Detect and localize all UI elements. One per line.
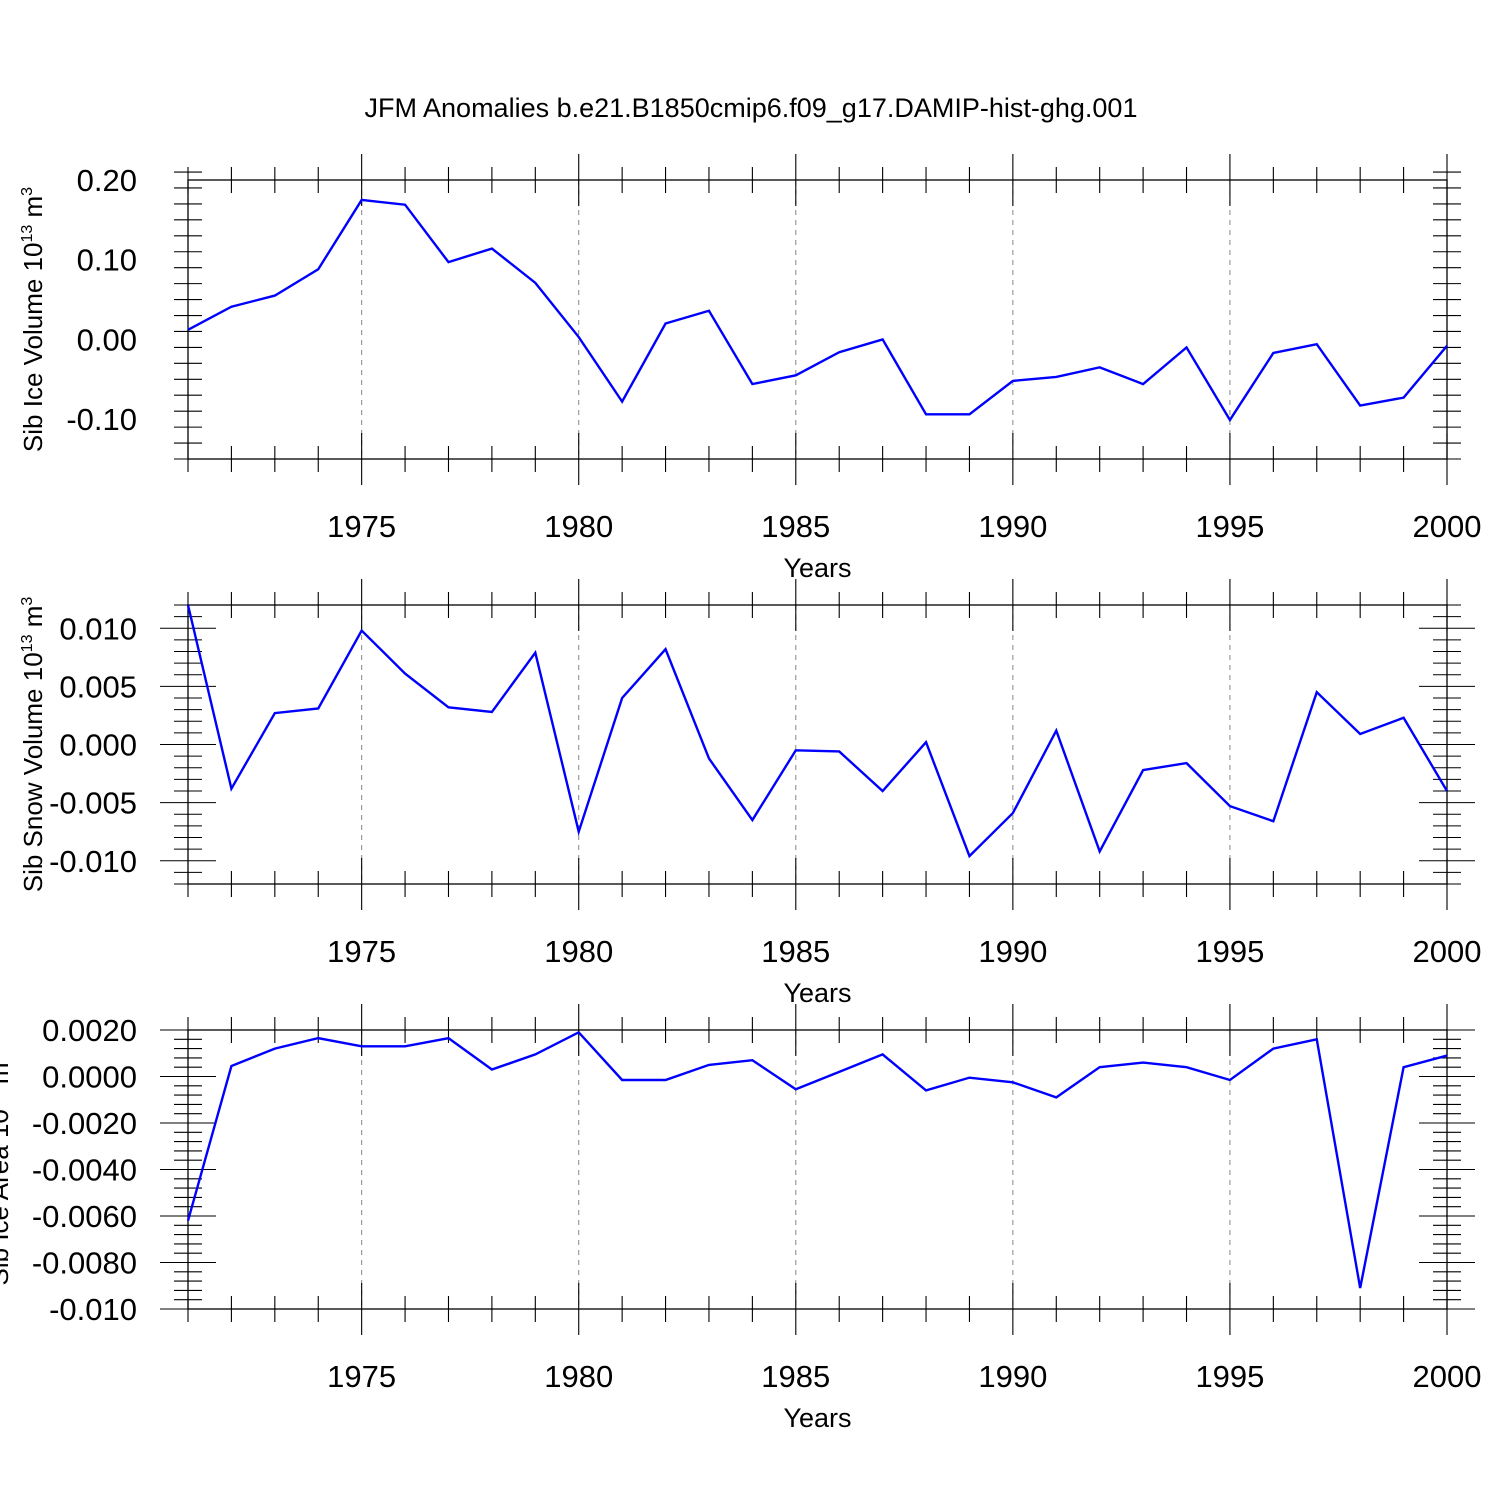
- y-tick-label: -0.010: [49, 844, 137, 879]
- y-tick-label: 0.005: [59, 669, 137, 704]
- y-axis-label-text: m: [18, 196, 48, 225]
- y-tick-label: 0.00: [77, 322, 137, 357]
- y-axis-label-superscript: 13: [0, 1091, 2, 1109]
- y-tick-label: -0.10: [66, 402, 137, 437]
- chart-title: JFM Anomalies b.e21.B1850cmip6.f09_g17.D…: [365, 93, 1138, 123]
- x-tick-label: 1990: [978, 1359, 1047, 1394]
- y-tick-label: 0.10: [77, 243, 137, 278]
- y-axis-label: Sib Snow Volume 1013 m3: [18, 597, 48, 893]
- y-axis-label-text: m: [18, 606, 48, 635]
- y-axis-label-text: Sib Ice Area 10: [0, 1109, 14, 1285]
- x-tick-label: 1990: [978, 509, 1047, 544]
- x-axis-label: Years: [783, 553, 851, 583]
- data-series-line: [187, 198, 1448, 423]
- y-tick-label: 0.010: [59, 611, 137, 646]
- x-tick-label: 1975: [327, 1359, 396, 1394]
- x-tick-label: 1995: [1195, 1359, 1264, 1394]
- y-tick-label: -0.010: [49, 1292, 137, 1327]
- x-tick-label: 1995: [1195, 509, 1264, 544]
- x-tick-label: 2000: [1413, 1359, 1482, 1394]
- y-axis-label-superscript: 2: [0, 1053, 2, 1062]
- plot-frame: [187, 179, 1448, 460]
- y-axis-label-superscript: 3: [19, 187, 36, 196]
- data-series-line: [186, 604, 1449, 859]
- x-tick-label: 1985: [761, 1359, 830, 1394]
- y-tick-label: -0.0020: [32, 1106, 137, 1141]
- x-tick-label: 1990: [978, 934, 1047, 969]
- x-tick-label: 2000: [1413, 934, 1482, 969]
- y-axis-label-text: Sib Snow Volume 10: [18, 652, 48, 892]
- panel-3: 1975 1980 1985 1990 1995 2000 Years 0.0020 0.000…: [0, 1004, 1481, 1433]
- y-tick-label: -0.0060: [32, 1199, 137, 1234]
- x-tick-label: 1975: [327, 509, 396, 544]
- y-tick-label: 0.0000: [42, 1060, 137, 1095]
- x-tick-label: 1985: [761, 934, 830, 969]
- y-axis-label: Sib Ice Volume 1013 m3: [18, 187, 48, 452]
- y-axis-label-text: m: [0, 1062, 14, 1091]
- y-tick-label: 0.000: [59, 728, 137, 763]
- y-tick-label: 0.20: [77, 163, 137, 198]
- x-tick-label: 1995: [1195, 934, 1264, 969]
- x-tick-label: 1975: [327, 934, 396, 969]
- x-axis-label: Years: [783, 978, 851, 1008]
- y-axis-label: Sib Ice Area 1013 m2: [0, 1053, 14, 1285]
- y-tick-label: -0.0080: [32, 1246, 137, 1281]
- panel-1: 1975 1980 1985 1990 1995 2000 Years 0.20 0.10 0.0…: [18, 154, 1481, 583]
- x-tick-label: 1985: [761, 509, 830, 544]
- y-tick-label: -0.005: [49, 786, 137, 821]
- y-axis-label-superscript: 13: [19, 634, 36, 652]
- y-axis-label-superscript: 3: [19, 597, 36, 606]
- y-tick-label: 0.0020: [42, 1013, 137, 1048]
- x-tick-label: 2000: [1413, 509, 1482, 544]
- y-axis-label-superscript: 13: [19, 225, 36, 243]
- y-tick-label: -0.0040: [32, 1153, 137, 1188]
- x-tick-label: 1980: [544, 509, 613, 544]
- y-axis-label-text: Sib Ice Volume 10: [18, 243, 48, 453]
- x-tick-label: 1980: [544, 934, 613, 969]
- x-axis-label: Years: [783, 1403, 851, 1433]
- plot-frame: [187, 1029, 1448, 1310]
- panel-2: 1975 1980 1985 1990 1995 2000 Years 0.010 0.005 0…: [18, 579, 1481, 1008]
- x-tick-label: 1980: [544, 1359, 613, 1394]
- data-series-line: [186, 1030, 1448, 1289]
